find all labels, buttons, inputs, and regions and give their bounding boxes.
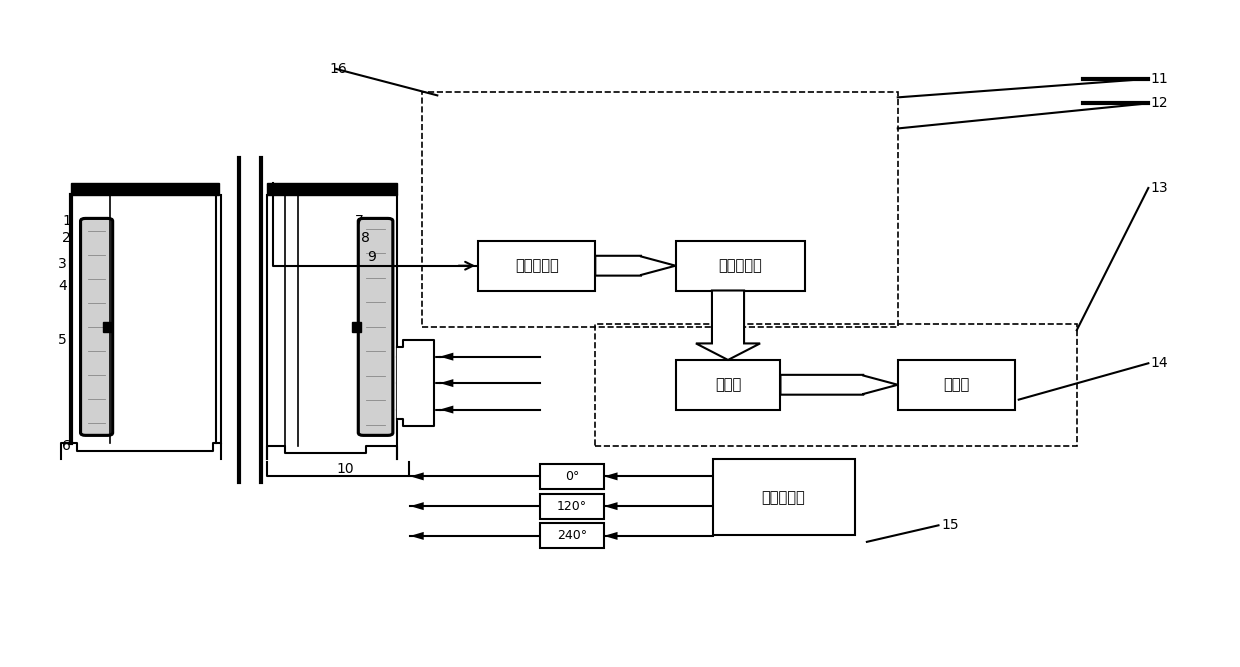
Bar <box>595 323 1076 446</box>
Polygon shape <box>696 291 760 360</box>
Polygon shape <box>410 502 424 510</box>
Bar <box>479 241 595 291</box>
Polygon shape <box>440 353 454 361</box>
Bar <box>539 464 604 489</box>
Polygon shape <box>110 195 213 443</box>
Text: 计算机: 计算机 <box>944 378 970 392</box>
Text: 14: 14 <box>1151 356 1168 370</box>
Polygon shape <box>604 532 618 540</box>
Polygon shape <box>595 255 676 275</box>
Polygon shape <box>397 340 434 426</box>
Text: 1: 1 <box>62 214 71 228</box>
Bar <box>539 524 604 548</box>
Bar <box>676 360 780 410</box>
Polygon shape <box>238 158 260 482</box>
Text: 15: 15 <box>941 518 959 532</box>
Text: 240°: 240° <box>557 530 587 542</box>
Bar <box>713 459 854 535</box>
Text: 8: 8 <box>361 231 370 245</box>
Text: 5: 5 <box>58 333 67 347</box>
Text: 信号发生器: 信号发生器 <box>761 490 806 505</box>
Text: 锁相放大器: 锁相放大器 <box>718 258 763 273</box>
Polygon shape <box>604 502 618 510</box>
Polygon shape <box>780 375 898 395</box>
Polygon shape <box>103 322 112 331</box>
Polygon shape <box>604 472 618 480</box>
Bar <box>423 92 898 327</box>
Text: 12: 12 <box>1151 96 1168 110</box>
Polygon shape <box>410 472 424 480</box>
Text: 7: 7 <box>355 214 363 228</box>
Text: 6: 6 <box>62 439 71 453</box>
FancyBboxPatch shape <box>358 218 393 436</box>
Polygon shape <box>71 183 218 195</box>
Polygon shape <box>267 183 397 195</box>
Bar <box>539 494 604 519</box>
Text: 3: 3 <box>58 257 67 271</box>
Text: 2: 2 <box>62 231 71 245</box>
Text: 120°: 120° <box>557 500 587 513</box>
Text: 11: 11 <box>1151 72 1168 86</box>
Bar <box>898 360 1016 410</box>
Text: 0°: 0° <box>564 470 579 483</box>
Polygon shape <box>440 406 454 414</box>
Text: 13: 13 <box>1151 181 1168 195</box>
Text: 9: 9 <box>367 250 376 264</box>
Polygon shape <box>410 532 424 540</box>
Polygon shape <box>440 379 454 387</box>
Text: 采集卡: 采集卡 <box>715 378 742 392</box>
Text: 10: 10 <box>336 462 353 476</box>
Text: 4: 4 <box>58 279 67 293</box>
Bar <box>676 241 805 291</box>
Text: 16: 16 <box>330 62 347 76</box>
Polygon shape <box>352 322 361 331</box>
FancyBboxPatch shape <box>81 218 113 436</box>
Polygon shape <box>267 446 397 459</box>
Text: 电压放大器: 电压放大器 <box>515 258 558 273</box>
Polygon shape <box>61 443 221 459</box>
